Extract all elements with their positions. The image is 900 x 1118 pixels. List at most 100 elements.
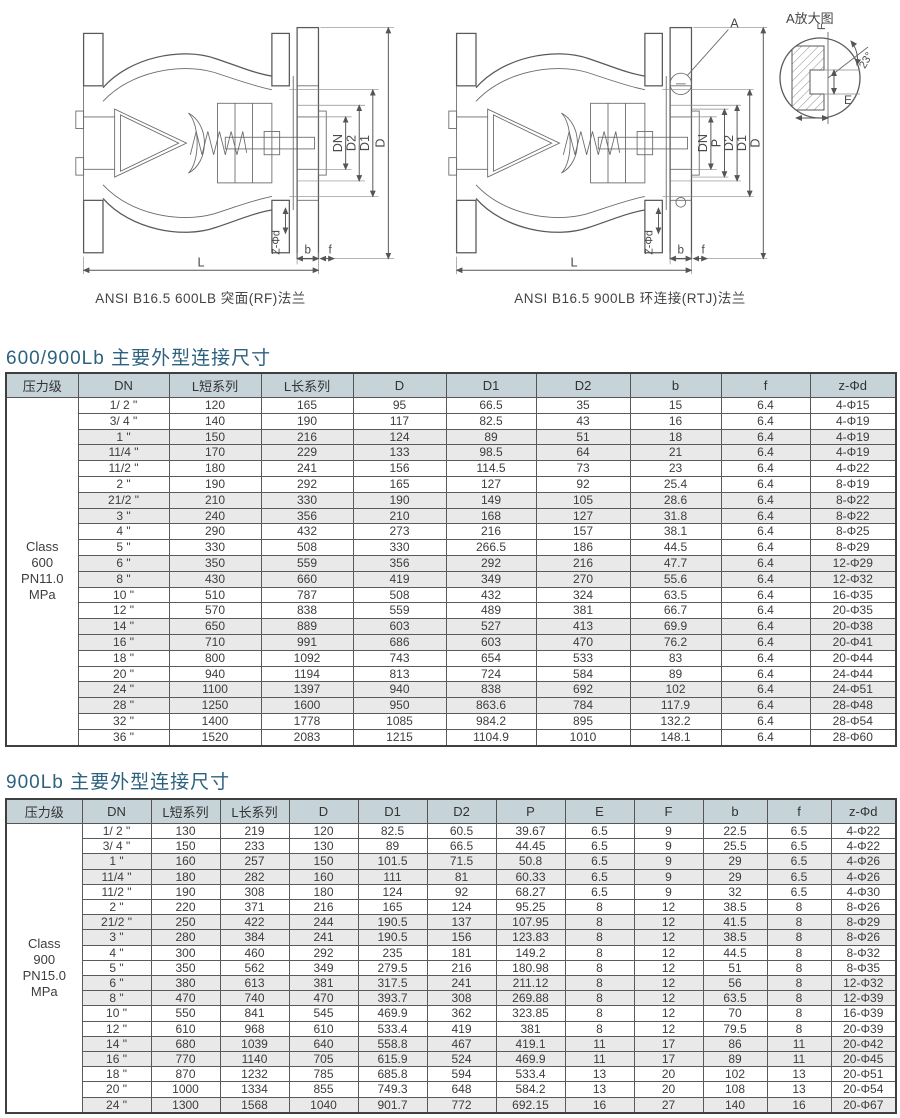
table-cell: 36 " (77, 728, 170, 747)
table-cell: 6.4 (720, 728, 811, 747)
table-cell: 5 " (81, 959, 152, 977)
table-cell: 4 " (81, 944, 152, 961)
column-header: b (702, 798, 768, 824)
table-cell: 1397 (260, 681, 354, 699)
table-cell: 219 (219, 822, 290, 840)
dim-label-b: b (678, 244, 684, 257)
table-cell: 3 " (77, 507, 170, 525)
dim-label-l: L (198, 255, 205, 269)
column-header: L长系列 (260, 372, 354, 398)
table-cell: 9 (633, 838, 704, 855)
table-cell: 21 (629, 444, 722, 462)
table-cell: 148.1 (629, 728, 722, 747)
dim-label-zphid: Z-Φd (644, 230, 656, 255)
table-cell: 20-Φ39 (830, 1020, 897, 1037)
table-cell: 282 (219, 868, 290, 885)
dim-label-f: f (329, 244, 333, 257)
table-cell: 4 " (77, 523, 170, 541)
table-cell: 31.8 (629, 507, 722, 525)
table-cell: 489 (445, 602, 537, 620)
detail-section (791, 45, 825, 111)
table-cell: 8 (766, 975, 832, 992)
table-cell: 66.5 (445, 397, 537, 414)
table-cell: 216 (260, 428, 354, 446)
bottom-dimensions: Z-Φd b f L (455, 207, 708, 275)
table-cell: 6.4 (720, 602, 811, 620)
table-cell: 12 (633, 959, 704, 977)
table-row: 18 " 870 1232 785 685.8 594 533.4 13 20 102 13 20-Φ… (6, 1066, 897, 1083)
table-cell: 6.4 (720, 475, 811, 493)
table-cell: 180.98 (495, 959, 566, 977)
table-cell: 120 (288, 822, 359, 840)
table-cell: 6.4 (720, 523, 811, 541)
table-cell: 16-Φ39 (830, 1005, 897, 1022)
column-header: L短系列 (168, 372, 262, 398)
table-cell: 8-Φ32 (830, 944, 897, 961)
table-cell: 384 (219, 929, 290, 946)
column-header: D (288, 798, 359, 824)
technical-drawings-area: DN D2 D1 D Z-Φd b f L (0, 0, 900, 340)
table-cell: 1334 (219, 1081, 290, 1098)
table-cell: 150 (168, 428, 262, 446)
table-cell: 323.85 (495, 1005, 566, 1022)
table-cell: 111 (357, 868, 428, 885)
table-cell: 11/2 " (81, 883, 152, 901)
table-cell: 107.95 (495, 914, 566, 931)
table-cell: 6.5 (766, 822, 832, 840)
table-cell: 1085 (352, 712, 447, 730)
table-cell: 16 " (81, 1051, 152, 1068)
table-cell: 21/2 " (77, 491, 170, 509)
table-row: 3/ 4 " 150 233 130 89 66.5 44.45 6.5 9 25.5 6.5 4-Φ… (6, 838, 897, 855)
table-cell: 210 (352, 507, 447, 525)
table-cell: 190.5 (357, 929, 428, 946)
table-row: Class 600 PN11.0 MPa 1/ 2 " 120 165 95 66.5 35 15 6… (5, 396, 897, 747)
table-cell: 117 (352, 412, 447, 430)
table-cell: 95 (352, 397, 447, 414)
table-cell: 12-Φ32 (830, 975, 897, 992)
table-cell: 20-Φ41 (809, 633, 897, 651)
valve-drawing-900lb: A DN P D2 D1 D Z-Φd b f (448, 17, 768, 275)
table-cell: 20-Φ35 (809, 602, 897, 620)
table-cell: 10 " (77, 586, 170, 604)
table-cell: 35 (535, 397, 631, 414)
table-cell: 654 (445, 649, 537, 667)
table-cell: 8-Φ22 (809, 491, 897, 509)
table-cell: 60.5 (426, 822, 497, 840)
column-header: P (495, 798, 566, 824)
table-cell: 20 " (77, 665, 170, 683)
vertical-dimensions: DN P D2 D1 D (696, 26, 767, 260)
table-cell: 1000 (150, 1081, 221, 1098)
table-cell: 14 " (81, 1035, 152, 1053)
table-cell: 610 (288, 1020, 359, 1037)
table-cell: 165 (357, 899, 428, 916)
table-cell: 20-Φ42 (830, 1035, 897, 1053)
table-cell: 269.88 (495, 990, 566, 1007)
table-cell: 356 (352, 554, 447, 572)
table-cell: 86 (702, 1035, 768, 1053)
table-cell: 6 " (81, 975, 152, 992)
table-cell: 6.4 (720, 539, 811, 556)
table-row: 24 " 1100 1397 940 838 692 102 6.4 24-Φ51 (6, 681, 897, 699)
table-cell: 6.5 (766, 883, 832, 901)
dim-label-dn: DN (696, 134, 710, 152)
table-cell: 470 (288, 990, 359, 1007)
table-cell: 16 (766, 1096, 832, 1114)
table-cell: 156 (426, 929, 497, 946)
table-cell: 27 (633, 1096, 704, 1114)
table-cell: 51 (702, 959, 768, 977)
table-cell: 381 (535, 602, 631, 620)
table-cell: 4-Φ22 (830, 822, 897, 840)
table-cell: 3/ 4 " (77, 412, 170, 430)
table-cell: 1232 (219, 1066, 290, 1083)
table-cell: 8 (564, 1005, 635, 1022)
table-cell: 8 (766, 990, 832, 1007)
column-header: 压力级 (5, 372, 79, 398)
table-cell: 330 (352, 539, 447, 556)
table-cell: 12-Φ32 (809, 570, 897, 588)
table-cell: 381 (495, 1020, 566, 1037)
table-cell: 92 (426, 883, 497, 901)
detail-e-label: E (844, 93, 852, 107)
table-cell: 705 (288, 1051, 359, 1068)
table-cell: 855 (288, 1081, 359, 1098)
